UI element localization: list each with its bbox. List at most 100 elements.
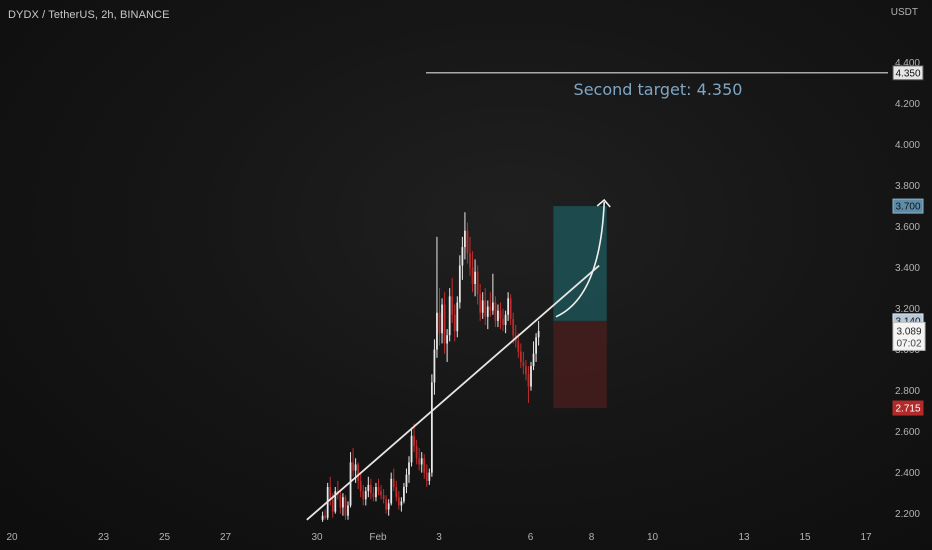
candle-body — [382, 495, 385, 500]
candle — [428, 468, 431, 485]
candle-body — [517, 341, 520, 352]
candle-body — [494, 302, 497, 321]
time-tick-label: 6 — [528, 532, 534, 543]
price-tick-label: 2.200 — [895, 509, 920, 520]
price-tick-label: 4.200 — [895, 99, 920, 110]
time-tick-label: 30 — [311, 532, 323, 543]
candle-body — [522, 361, 525, 367]
candle — [400, 497, 403, 512]
candle — [420, 452, 423, 473]
candle — [451, 277, 454, 323]
price-tick-label: 2.800 — [895, 386, 920, 397]
candle — [362, 484, 365, 506]
candle-body — [331, 499, 334, 512]
candle — [329, 476, 332, 506]
candle-body — [489, 306, 492, 311]
long-position-target-zone — [553, 206, 607, 321]
candle — [537, 320, 540, 346]
price-tag-text: 4.350 — [895, 68, 920, 79]
candle — [344, 495, 347, 520]
candle-body — [428, 472, 431, 481]
candle-body — [469, 253, 471, 268]
candle-body — [387, 503, 390, 510]
candle — [530, 361, 532, 391]
candle-body — [484, 300, 487, 317]
candle — [359, 472, 362, 498]
candle-body — [443, 304, 446, 344]
price-tag: 3.700 — [892, 198, 924, 214]
candle — [525, 359, 527, 381]
candle — [438, 288, 441, 346]
candle — [469, 236, 471, 276]
candle-body — [344, 497, 347, 516]
candle — [430, 374, 433, 477]
price-tick-label: 2.400 — [895, 468, 920, 479]
price-tag: 4.350 — [892, 65, 924, 81]
candle — [354, 458, 357, 483]
candle — [532, 341, 535, 371]
candle — [481, 292, 484, 319]
projection-arrow — [555, 201, 606, 318]
candle-body — [418, 458, 421, 465]
time-axis[interactable]: 20 23 25 27 30 Feb 3 6 8 10 13 15 17 — [6, 532, 872, 543]
price-axis[interactable]: USDT2.2002.4002.6002.8003.0003.2003.4003… — [891, 7, 926, 520]
candle — [474, 259, 476, 297]
candle — [517, 333, 520, 358]
candle — [522, 351, 525, 375]
candle — [448, 288, 451, 342]
candle-body — [369, 484, 372, 494]
candle-body — [499, 310, 502, 319]
candle-body — [474, 271, 476, 284]
candles-layer — [321, 212, 540, 522]
candle — [497, 304, 499, 328]
candle-body — [458, 265, 461, 303]
candle-body — [451, 296, 454, 315]
candle — [441, 298, 443, 344]
candle-body — [456, 302, 459, 332]
candle — [456, 296, 459, 338]
candle — [425, 464, 428, 487]
candle — [418, 448, 421, 471]
candle-body — [375, 486, 377, 498]
candle — [408, 456, 410, 483]
candle-body — [377, 486, 380, 492]
candle-body — [512, 318, 515, 336]
candle — [390, 472, 393, 506]
candle-body — [410, 435, 413, 463]
candle-body — [415, 445, 418, 459]
last-price-bg — [892, 321, 926, 351]
candle — [446, 329, 449, 362]
candle-body — [509, 298, 512, 319]
candle — [504, 310, 507, 334]
time-tick-label: 15 — [799, 532, 811, 543]
second-target-label: Second target: 4.350 — [574, 80, 743, 99]
last-price-value: 3.089 — [896, 326, 921, 337]
candle — [387, 499, 390, 516]
price-tag-bg — [892, 198, 924, 214]
candle — [512, 312, 515, 344]
candle — [382, 489, 385, 504]
candle-body — [525, 366, 527, 375]
candle-body — [527, 374, 530, 387]
time-tick-label: 23 — [98, 532, 110, 543]
candle — [372, 486, 375, 502]
candle — [476, 265, 479, 305]
candle — [415, 439, 418, 465]
candle-body — [392, 478, 395, 487]
candle-body — [448, 296, 451, 336]
candle — [509, 294, 512, 326]
candle — [491, 273, 494, 315]
candle — [494, 296, 497, 328]
candle-body — [453, 314, 456, 332]
candle-body — [535, 337, 537, 354]
candle-body — [502, 318, 504, 326]
candle-body — [339, 495, 342, 508]
candle — [499, 302, 502, 330]
candle-body — [438, 312, 441, 334]
price-tick-label: 3.400 — [895, 263, 920, 274]
candle-body — [359, 480, 362, 492]
candle-body — [486, 306, 489, 317]
time-tick-label: 17 — [860, 532, 872, 543]
price-tick-label: 3.600 — [895, 222, 920, 233]
